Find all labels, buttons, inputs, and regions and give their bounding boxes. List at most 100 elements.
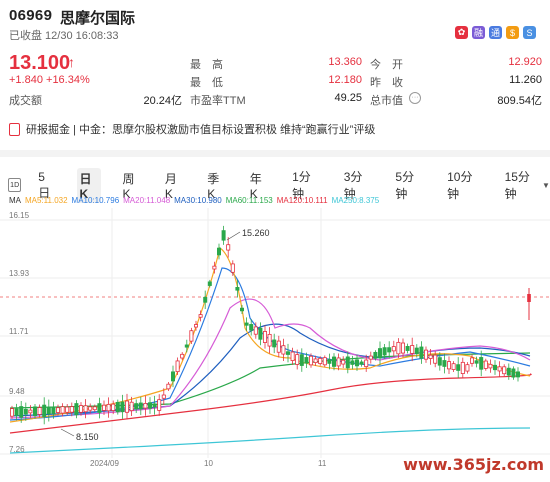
candle-body bbox=[446, 361, 451, 370]
candle-body bbox=[253, 326, 258, 335]
open-value: 12.920 bbox=[508, 56, 542, 68]
candle-body bbox=[497, 366, 502, 372]
change-value: +1.840 bbox=[9, 74, 43, 86]
high-value: 13.360 bbox=[328, 56, 362, 68]
candle-body bbox=[308, 355, 313, 366]
candle-body bbox=[469, 357, 474, 364]
stock-code: 06969 bbox=[9, 7, 53, 24]
grid bbox=[0, 208, 550, 458]
y-tick-2: 13.93 bbox=[9, 269, 30, 278]
pe-value: 49.25 bbox=[334, 92, 362, 104]
market-status: 已收盘 12/30 16:08:33 bbox=[9, 30, 119, 42]
s-icon[interactable]: S bbox=[523, 26, 536, 39]
x-tick-nov: 11 bbox=[318, 459, 327, 468]
high-label: 最 高 bbox=[190, 59, 223, 71]
candle-body bbox=[414, 347, 419, 354]
tab-1d[interactable]: 1D bbox=[8, 178, 22, 192]
tab-quarter-k[interactable]: 季K bbox=[207, 171, 220, 201]
candle-body bbox=[79, 405, 84, 413]
candle-body bbox=[465, 364, 470, 372]
candle-body bbox=[318, 358, 323, 364]
candle-body bbox=[442, 360, 447, 367]
tab-3min[interactable]: 3分钟 bbox=[343, 170, 363, 201]
candle-body bbox=[230, 263, 235, 273]
candle-body bbox=[14, 408, 19, 416]
candle-body bbox=[65, 406, 70, 413]
candle-body bbox=[221, 230, 226, 241]
candle-body bbox=[56, 407, 61, 413]
period-tabs: 1D 5日 日K 周K 月K 季K 年K 1分钟 3分钟 5分钟 10分钟 15… bbox=[8, 166, 550, 204]
candle-body bbox=[359, 361, 364, 365]
tab-year-k[interactable]: 年K bbox=[249, 171, 262, 201]
candle-body bbox=[276, 340, 281, 353]
prev-close-label: 昨 收 bbox=[370, 77, 403, 89]
tab-day-k[interactable]: 日K bbox=[76, 167, 101, 203]
tab-5min[interactable]: 5分钟 bbox=[395, 170, 415, 201]
price-change: +1.840 +16.34% bbox=[9, 74, 90, 86]
tab-week-k[interactable]: 周K bbox=[122, 171, 135, 201]
pe-label: 市盈率TTM bbox=[190, 95, 246, 107]
candle-body bbox=[391, 346, 396, 352]
margin-icon[interactable]: 融 bbox=[472, 26, 485, 39]
candle-body bbox=[138, 402, 143, 410]
candle-body bbox=[387, 347, 392, 353]
x-tick-sep: 2024/09 bbox=[90, 459, 119, 468]
dollar-icon[interactable]: $ bbox=[506, 26, 519, 39]
candle-body bbox=[42, 404, 47, 417]
candle-body bbox=[60, 406, 65, 414]
candle-body bbox=[410, 345, 415, 354]
ma60-label: MA60:11.153 bbox=[225, 196, 273, 205]
kline-chart[interactable]: 15.260 8.150 16.15 13.93 11.71 9.48 7.26… bbox=[0, 208, 550, 468]
watermark: www.365jz.com bbox=[403, 455, 544, 474]
candle-body bbox=[143, 402, 148, 409]
candle-body bbox=[198, 314, 203, 318]
candle-body bbox=[290, 351, 295, 361]
candle-body bbox=[235, 287, 240, 291]
ma5-label: MA5:11.032 bbox=[25, 196, 68, 205]
candle-body bbox=[19, 406, 24, 418]
candle-body bbox=[28, 409, 33, 414]
candle-body bbox=[313, 358, 318, 364]
candle-body bbox=[152, 403, 157, 408]
candle-body bbox=[23, 408, 28, 415]
open-label: 今 开 bbox=[370, 59, 403, 71]
candle-body bbox=[37, 407, 42, 415]
tab-1min[interactable]: 1分钟 bbox=[292, 170, 311, 201]
hk-flag-icon[interactable]: ✿ bbox=[455, 26, 468, 39]
candle-body bbox=[336, 357, 341, 367]
volume-value: 20.24亿 bbox=[143, 95, 182, 107]
research-text: 研报掘金 | 中金：思摩尔股权激励市值目标设置积极 维持“跑赢行业”评级 bbox=[26, 124, 376, 136]
candle-body bbox=[295, 354, 300, 365]
candle-body bbox=[207, 281, 212, 286]
candle-body bbox=[331, 356, 336, 367]
candle-body bbox=[396, 341, 401, 355]
candle-body bbox=[488, 363, 493, 369]
more-icon[interactable]: ··· bbox=[409, 92, 421, 104]
candle-body bbox=[157, 399, 162, 411]
candle-body bbox=[350, 360, 355, 365]
tab-15min[interactable]: 15分钟 bbox=[504, 170, 530, 201]
connect-icon[interactable]: 通 bbox=[489, 26, 502, 39]
header-icons: ✿ 融 通 $ S bbox=[455, 26, 536, 39]
y-tick-5: 7.26 bbox=[9, 445, 25, 454]
candle-body bbox=[249, 324, 254, 331]
research-banner[interactable]: 研报掘金 | 中金：思摩尔股权激励市值目标设置积极 维持“跑赢行业”评级 bbox=[9, 121, 375, 137]
candle-body bbox=[170, 371, 175, 382]
candle-body bbox=[474, 360, 479, 364]
candle-body bbox=[267, 333, 272, 347]
prev-close-value: 11.260 bbox=[509, 74, 542, 86]
candle-body bbox=[125, 400, 130, 413]
change-percent: +16.34% bbox=[46, 74, 90, 86]
candle-body bbox=[285, 351, 290, 355]
tab-5d[interactable]: 5日 bbox=[38, 169, 51, 200]
volume-label: 成交额 bbox=[9, 95, 42, 107]
candle-body bbox=[120, 401, 125, 413]
candle-body bbox=[92, 406, 97, 411]
dropdown-icon[interactable]: ▼ bbox=[542, 180, 550, 190]
tab-month-k[interactable]: 月K bbox=[164, 171, 177, 201]
candles bbox=[9, 225, 531, 425]
current-price: 13.100 bbox=[9, 52, 71, 74]
candle-body bbox=[382, 347, 387, 356]
tab-10min[interactable]: 10分钟 bbox=[447, 170, 473, 201]
ma250-line bbox=[9, 427, 531, 454]
